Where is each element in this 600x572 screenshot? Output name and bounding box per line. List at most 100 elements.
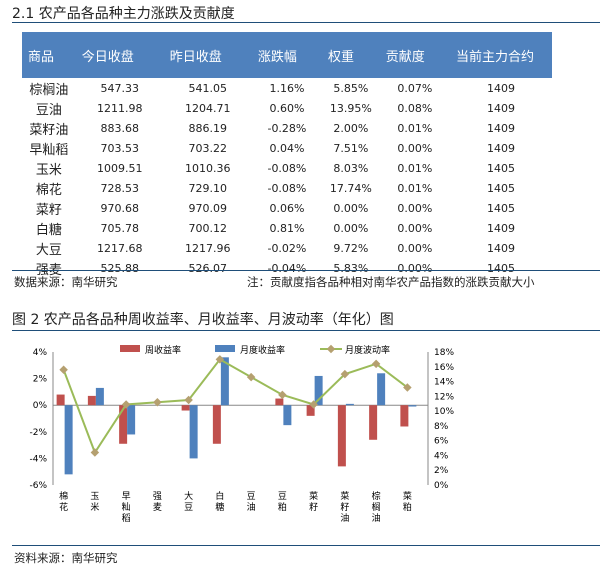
legend-point-marker xyxy=(326,344,336,354)
table-cell: 0.00% xyxy=(333,221,369,235)
right-tick-label: 0% xyxy=(434,481,449,491)
table-cell: 菜籽油 xyxy=(29,122,69,138)
table-cell: 0.60% xyxy=(269,101,305,115)
table-cell: 0.00% xyxy=(397,201,433,215)
table-cell: 0.01% xyxy=(397,161,433,175)
legend-label: 月度波动率 xyxy=(345,344,390,356)
table-cell: 705.78 xyxy=(100,221,139,235)
table-cell: 豆油 xyxy=(35,102,62,118)
table-cell: 700.12 xyxy=(188,221,228,235)
table-row: 菜籽 970.68 970.09 0.06% 0.00% 0.00% 1405 xyxy=(22,198,552,218)
category-label: 菜粕 xyxy=(403,490,412,513)
right-tick-label: 8% xyxy=(434,422,449,432)
left-tick-label: -4% xyxy=(29,454,47,464)
table-cell: 886.19 xyxy=(188,121,228,135)
category-label: 玉米 xyxy=(90,491,99,513)
left-tick-label: 2% xyxy=(33,375,48,385)
bar-weekly xyxy=(119,405,128,444)
left-tick-label: -2% xyxy=(29,428,47,438)
table-cell: 1211.98 xyxy=(96,101,143,115)
table-cell: 1409 xyxy=(487,121,515,135)
table-cell: -0.28% xyxy=(267,121,307,135)
right-tick-label: 18% xyxy=(434,348,454,358)
table-cell: 526.07 xyxy=(188,261,228,275)
left-tick-label: 0% xyxy=(33,401,48,411)
volatility-point xyxy=(90,448,100,457)
table-row: 玉米 1009.51 1010.36 -0.08% 8.03% 0.01% 1405 xyxy=(22,158,552,178)
table-cell: 2.00% xyxy=(333,121,369,135)
category-label: 菜籽 xyxy=(309,490,318,513)
category-label: 强麦 xyxy=(153,491,162,513)
volatility-point xyxy=(371,359,381,369)
column-header: 涨跌幅 xyxy=(251,32,323,78)
table-cell: 0.04% xyxy=(269,141,305,155)
table-cell: 1010.36 xyxy=(185,161,231,175)
column-header: 商品 xyxy=(22,32,76,78)
right-tick-label: 16% xyxy=(434,363,454,373)
table-cell: 0.01% xyxy=(397,181,433,195)
table-cell: 棕榈油 xyxy=(29,82,69,98)
table-cell: 7.51% xyxy=(333,141,369,155)
table-cell: 703.22 xyxy=(188,141,228,155)
column-header: 今日收盘 xyxy=(75,32,164,78)
divider xyxy=(12,330,600,331)
table-cell: 1409 xyxy=(487,241,515,255)
right-tick-label: 14% xyxy=(434,378,454,388)
bar-weekly xyxy=(400,405,409,427)
right-tick-label: 12% xyxy=(434,392,454,402)
category-label: 豆粕 xyxy=(278,491,287,513)
bar-monthly xyxy=(345,403,354,406)
table-cell: 1204.71 xyxy=(185,101,231,115)
figure-title: 图 2 农产品各品种周收益率、月收益率、月波动率（年化）图 xyxy=(12,312,394,328)
table-cell: -0.02% xyxy=(267,241,307,255)
category-label: 棕榈油 xyxy=(372,490,381,524)
divider xyxy=(12,22,600,23)
category-label: 早籼稻 xyxy=(122,491,131,524)
table-cell: 1405 xyxy=(487,181,515,195)
returns-chart: -6% -4% -2% 0% 2% 4% 0% 2% 4% 6% 8% 10% 12% 14% 16% 18%… xyxy=(29,344,454,524)
table-cell: 大豆 xyxy=(35,242,62,258)
table-cell: 玉米 xyxy=(35,162,62,178)
bar-monthly xyxy=(408,405,417,407)
right-tick-label: 4% xyxy=(434,451,449,461)
category-label: 菜籽油 xyxy=(340,490,349,524)
category-label: 大豆 xyxy=(184,490,193,513)
right-tick-label: 6% xyxy=(434,437,449,447)
bar-monthly xyxy=(95,387,104,406)
table-row: 早籼稻 703.53 703.22 0.04% 7.51% 0.00% 1409 xyxy=(22,138,552,158)
table-cell: 1009.51 xyxy=(96,161,143,175)
bar-weekly xyxy=(87,395,96,406)
table-row: 白糖 705.78 700.12 0.81% 0.00% 0.00% 1409 xyxy=(22,218,552,238)
volatility-point xyxy=(153,398,162,407)
table-row: 强麦 525.88 526.07 -0.04% 5.83% 0.00% 1405 xyxy=(22,258,552,278)
section-title: 2.1 农产品各品种主力涨跌及贡献度 xyxy=(12,6,235,22)
table-cell: 0.08% xyxy=(397,101,433,115)
table-cell: 728.53 xyxy=(100,181,139,195)
commodity-table: 商品 今日收盘 昨日收盘 涨跌幅 权重 贡献度 当前主力合约 棕榈油 547.33 541.05 1… xyxy=(22,32,552,278)
table-cell: 棉花 xyxy=(35,182,62,198)
left-tick-label: -6% xyxy=(29,481,47,491)
table-cell: 5.83% xyxy=(333,261,369,275)
table-cell: 547.33 xyxy=(100,81,139,95)
divider xyxy=(12,545,600,546)
bar-weekly xyxy=(369,405,378,440)
category-label: 白糖 xyxy=(215,490,224,513)
table-cell: 729.10 xyxy=(188,181,228,195)
table-cell: 1405 xyxy=(487,201,515,215)
table-cell: -0.08% xyxy=(267,161,307,175)
table-cell: 0.00% xyxy=(397,241,433,255)
legend-label: 周收益率 xyxy=(145,344,181,356)
table-cell: 0.81% xyxy=(269,221,305,235)
volatility-point xyxy=(309,400,318,409)
table-cell: 早籼稻 xyxy=(29,142,69,158)
table-cell: 1405 xyxy=(487,261,515,275)
table-cell: 1409 xyxy=(487,101,515,115)
table-cell: 970.09 xyxy=(188,201,228,215)
bar-weekly xyxy=(306,405,315,416)
bar-weekly xyxy=(275,398,284,406)
table-cell: 525.88 xyxy=(100,261,139,275)
table-row: 菜籽油 883.68 886.19 -0.28% 2.00% 0.01% 1409 xyxy=(22,118,552,138)
bar-weekly xyxy=(212,405,221,444)
volatility-point xyxy=(340,369,350,379)
